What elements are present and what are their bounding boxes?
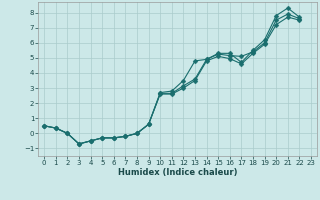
X-axis label: Humidex (Indice chaleur): Humidex (Indice chaleur) [118, 168, 237, 177]
